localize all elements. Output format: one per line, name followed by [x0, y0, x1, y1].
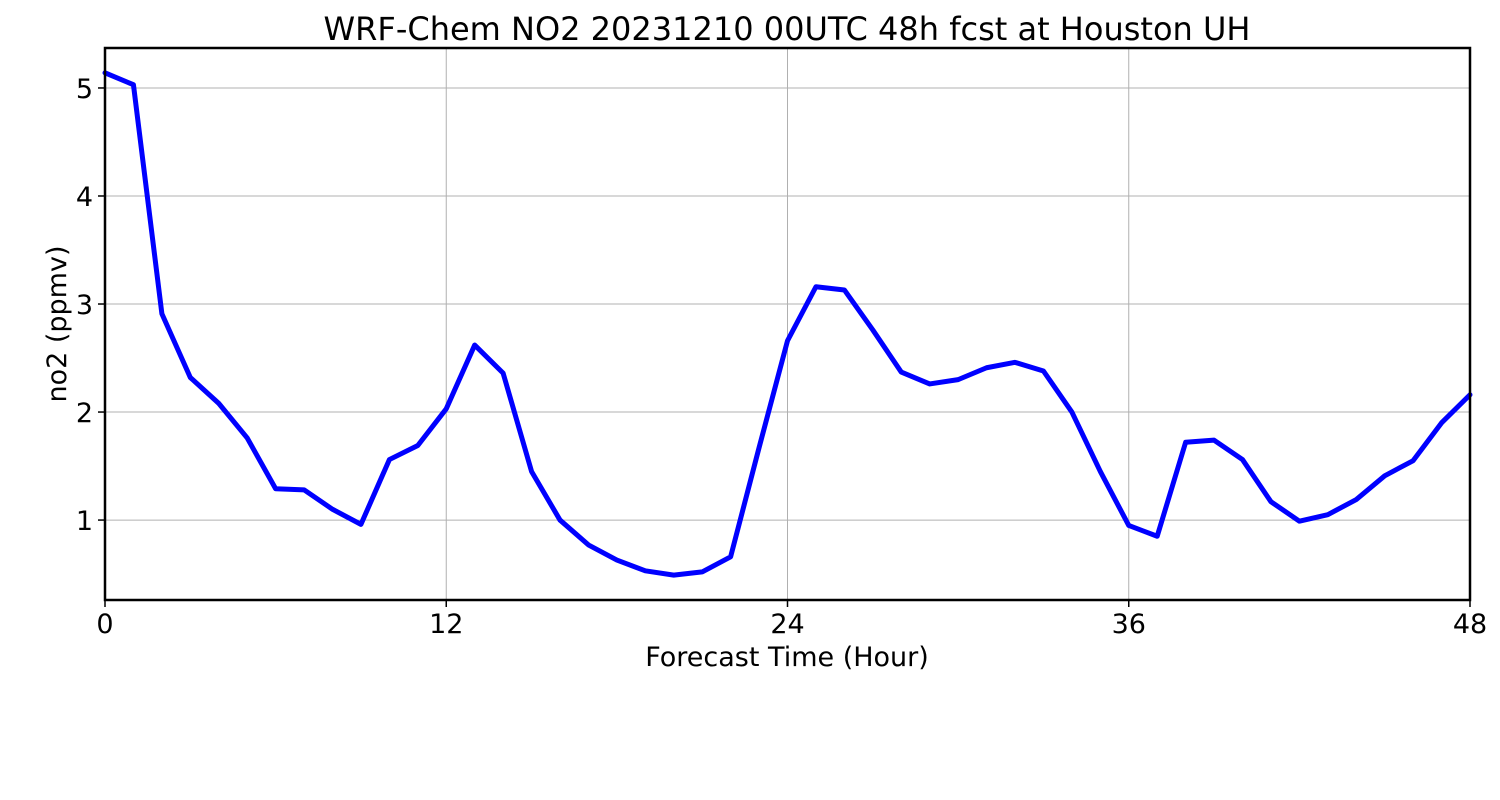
series-layer — [102, 70, 1473, 578]
no2-series-line — [102, 70, 1473, 578]
x-tick-label: 0 — [96, 609, 113, 640]
y-tick-label: 2 — [76, 398, 93, 429]
x-tick-label: 36 — [1112, 609, 1146, 640]
y-tick-label: 3 — [76, 290, 93, 321]
x-tick-label: 48 — [1453, 609, 1487, 640]
y-tick-label: 5 — [76, 74, 93, 105]
x-tick-label: 24 — [770, 609, 804, 640]
y-tick-label: 1 — [76, 506, 93, 537]
plot-frame — [103, 46, 1472, 602]
chart-title: WRF-Chem NO2 20231210 00UTC 48h fcst at … — [324, 10, 1251, 48]
x-axis-label: Forecast Time (Hour) — [645, 642, 929, 673]
x-tick-label: 12 — [429, 609, 463, 640]
y-tick-label: 4 — [76, 182, 93, 213]
y-axis-label: no2 (ppmv) — [42, 245, 73, 402]
